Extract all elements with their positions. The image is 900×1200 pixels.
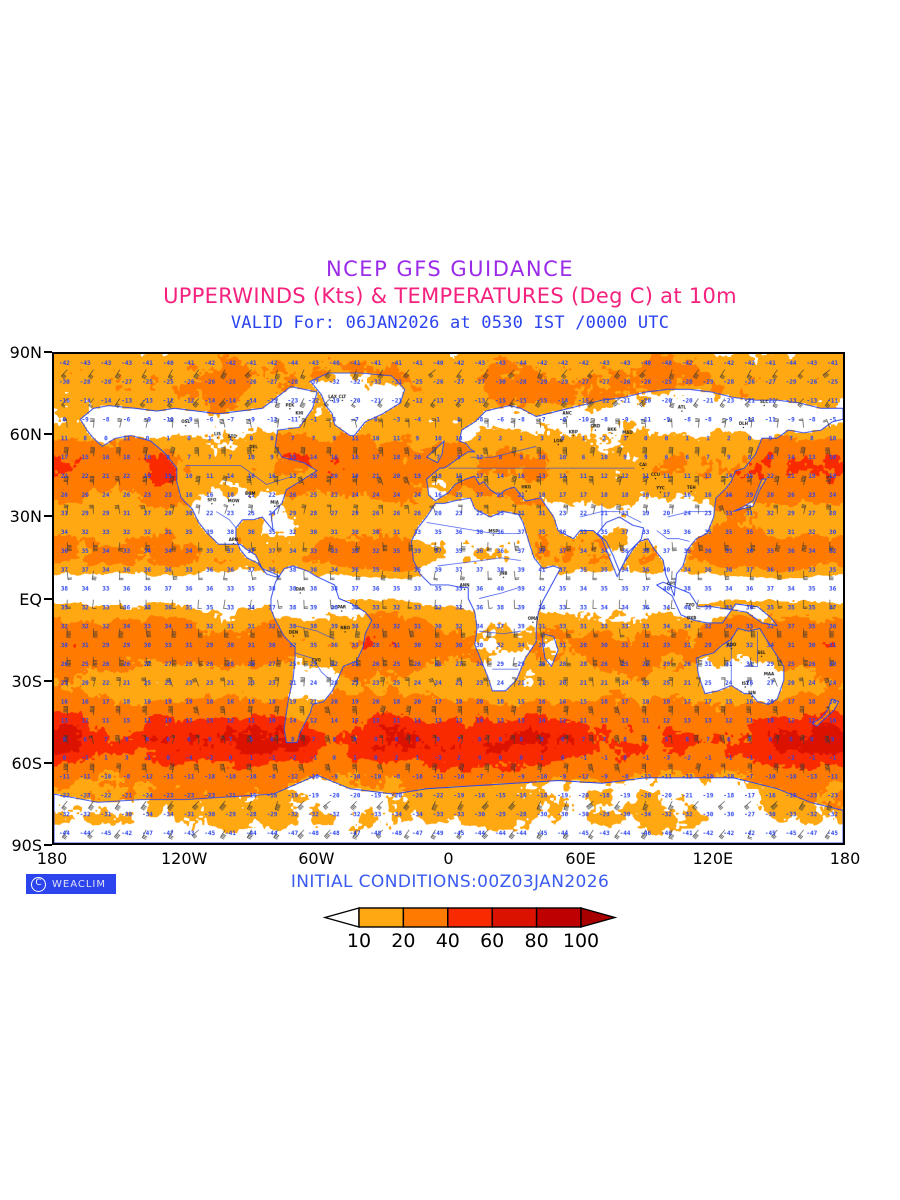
colorbar-block-60 <box>491 907 538 928</box>
longitude-tick-label-120E: 120E <box>692 849 734 868</box>
colorbar-label-40: 40 <box>435 930 460 952</box>
latitude-tick-label-90N: 90N <box>9 343 42 362</box>
latitude-tick-mark <box>44 679 52 682</box>
colorbar-label-60: 60 <box>480 930 505 952</box>
latitude-tick-mark <box>44 761 52 764</box>
latitude-tick-label-30S: 30S <box>11 671 42 691</box>
longitude-tick-label-60W: 60W <box>298 849 335 868</box>
initial-conditions-label: INITIAL CONDITIONS:00Z03JAN2026 <box>290 872 610 892</box>
chart-title-block: NCEP GFS GUIDANCE UPPERWINDS (Kts) & TEM… <box>0 256 900 336</box>
latitude-tick-label-EQ: EQ <box>19 589 42 609</box>
colorbar-graphic <box>323 907 617 928</box>
longitude-tick-label-60E: 60E <box>565 849 596 868</box>
colorbar-label-20: 20 <box>391 930 416 952</box>
longitude-tick-label-180: 180 <box>829 849 861 868</box>
latitude-tick-mark <box>44 597 52 600</box>
longitude-tick-label-0: 0 <box>443 849 454 868</box>
colorbar-over-arrow <box>580 907 617 928</box>
title-line-primary: NCEP GFS GUIDANCE <box>325 257 575 281</box>
world-wind-temperature-map <box>54 354 843 843</box>
colorbar-label-10: 10 <box>346 930 372 952</box>
colorbar-block-10 <box>358 907 405 928</box>
colorbar-block-80 <box>535 907 582 928</box>
weaclim-logo[interactable]: C WEACLIM <box>26 874 116 894</box>
latitude-tick-mark <box>44 351 52 353</box>
colorbar-block-20 <box>402 907 449 928</box>
latitude-tick-label-60N: 60N <box>9 425 42 445</box>
title-line-secondary: UPPERWINDS (Kts) & TEMPERATURES (Deg C) … <box>163 284 737 308</box>
latitude-tick-mark <box>44 844 52 846</box>
colorbar-label-100: 100 <box>562 930 600 952</box>
copyright-icon: C <box>31 876 46 892</box>
latitude-tick-label-60S: 60S <box>11 753 42 773</box>
latitude-tick-mark <box>44 433 52 436</box>
longitude-tick-label-120W: 120W <box>160 849 208 868</box>
weaclim-logo-label: WEACLIM <box>52 878 107 890</box>
colorbar-label-80: 80 <box>524 930 549 952</box>
latitude-tick-label-30N: 30N <box>9 507 42 527</box>
latitude-tick-label-90S: 90S <box>11 836 42 855</box>
colorbar-block-40 <box>447 907 493 928</box>
wind-speed-colorbar <box>323 905 617 933</box>
colorbar-under-arrow <box>323 907 360 928</box>
latitude-tick-mark <box>44 515 52 518</box>
longitude-tick-label-180: 180 <box>36 849 68 868</box>
map-plot-area[interactable] <box>52 352 845 845</box>
title-line-valid-time: VALID For: 06JAN2026 at 0530 IST /0000 U… <box>230 313 670 333</box>
colorbar-tick-labels: 10 20 40 60 80 100 <box>323 930 617 954</box>
